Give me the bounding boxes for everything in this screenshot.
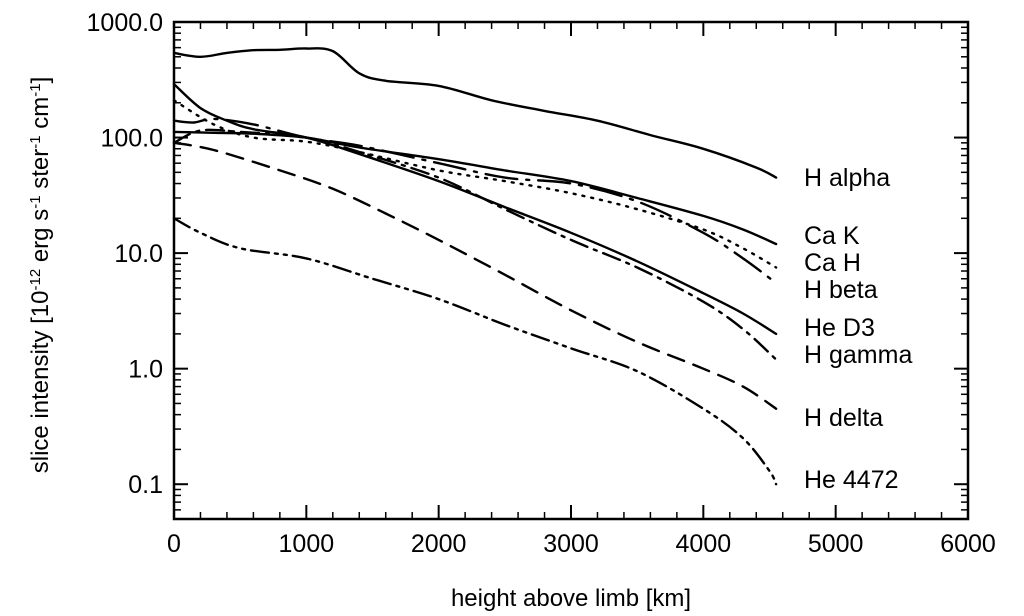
series-line-he-d3 <box>172 82 778 336</box>
series-labels: H alpha Ca KCa HH beta He D3H gamma H delta… <box>804 164 912 494</box>
series-line-ca-h <box>172 99 778 269</box>
y-axis-title-part: ster <box>27 149 54 196</box>
y-axis-title-part: slice intensity [10 <box>27 291 54 474</box>
series-line-h-alpha <box>172 47 778 179</box>
series-label-h-alpha: H alpha <box>804 164 890 192</box>
axis-ticks <box>173 21 969 519</box>
y-tick-label: 1000.0 <box>87 9 163 37</box>
series-label-h-delta: H delta <box>804 404 883 432</box>
series-label-h-beta: H beta <box>804 276 878 304</box>
y-axis-title: slice intensity [10-12 erg s-1 ster-1 cm… <box>27 77 55 474</box>
tick-labels: 0 1000 2000 3000 4000 5000 6000 0.1 1.0 10.0 100.0… <box>87 9 996 558</box>
y-axis-title-part: cm <box>27 97 54 136</box>
y-axis-title-part: erg s <box>27 209 54 269</box>
x-tick-label: 6000 <box>940 530 996 558</box>
series-line-h-beta <box>172 117 778 285</box>
y-tick-label: 1.0 <box>128 356 163 384</box>
x-tick-label: 4000 <box>676 530 732 558</box>
x-tick-label: 2000 <box>411 530 467 558</box>
y-axis-title-part: ] <box>27 77 54 84</box>
series-line-he-4472 <box>172 217 778 486</box>
x-tick-label: 0 <box>167 530 181 558</box>
y-tick-label: 100.0 <box>100 125 163 153</box>
series-label-h-gamma: H gamma <box>804 341 912 369</box>
y-axis-title-part: -1 <box>27 135 44 148</box>
series-label-ca-h: Ca H <box>804 249 861 277</box>
y-tick-label: 10.0 <box>114 240 163 268</box>
y-axis-title-part: -1 <box>27 195 44 208</box>
series-lines <box>172 47 778 486</box>
series-line-h-delta <box>172 141 778 410</box>
x-tick-label: 5000 <box>808 530 864 558</box>
x-tick-label: 1000 <box>279 530 335 558</box>
x-tick-label: 3000 <box>543 530 599 558</box>
series-line-h-gamma <box>172 128 778 361</box>
x-axis-title: height above limb [km] <box>451 585 691 612</box>
series-line-ca-k <box>172 130 778 246</box>
y-tick-label: 0.1 <box>128 471 163 499</box>
series-label-he-d3: He D3 <box>804 314 875 342</box>
series-label-he-4472: He 4472 <box>804 466 899 494</box>
y-axis-title-part: -1 <box>27 83 44 96</box>
series-label-ca-k: Ca K <box>804 222 860 250</box>
y-axis-title-part: -12 <box>27 269 44 291</box>
